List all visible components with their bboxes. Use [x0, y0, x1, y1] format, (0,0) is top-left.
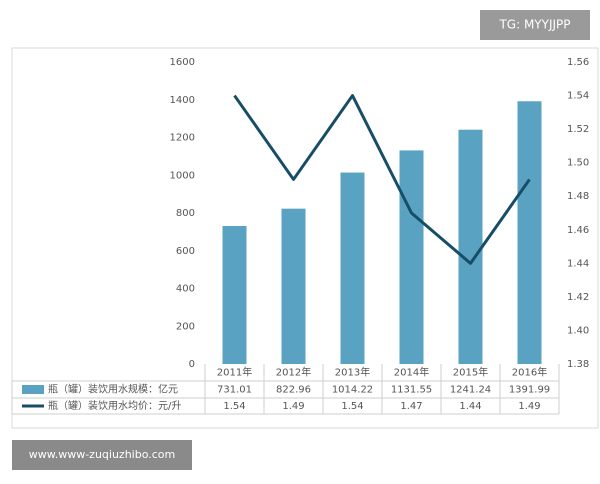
watermark-box — [12, 440, 192, 470]
y2-tick-label: 1.52 — [567, 124, 589, 135]
table-cell: 1.47 — [400, 401, 422, 412]
y-tick-label: 800 — [176, 208, 195, 219]
y2-tick-label: 1.44 — [567, 258, 589, 269]
y-tick-label: 1400 — [170, 95, 195, 106]
y-tick-label: 1000 — [170, 170, 195, 181]
legend-label: 瓶（罐）装饮用水均价：元/升 — [48, 399, 181, 412]
watermark-box — [480, 10, 590, 40]
watermark: www.www-zuqiuzhibo.com — [29, 448, 176, 461]
table-cell: 1.44 — [459, 401, 481, 412]
y2-tick-label: 1.56 — [567, 57, 589, 68]
y2-tick-label: 1.48 — [567, 191, 589, 202]
y2-tick-label: 1.40 — [567, 325, 589, 336]
bar — [458, 129, 483, 364]
x-tick-label: 2015年 — [453, 366, 488, 379]
table-cell: 1131.55 — [391, 385, 432, 396]
x-tick-label: 2014年 — [394, 366, 429, 379]
table-cell: 822.96 — [276, 385, 311, 396]
bar — [340, 172, 365, 364]
bar — [517, 101, 542, 364]
y-tick-label: 1200 — [170, 133, 195, 144]
table-cell: 1.49 — [282, 401, 304, 412]
y2-tick-label: 1.46 — [567, 225, 589, 236]
y2-tick-label: 1.38 — [567, 359, 589, 370]
bar — [281, 208, 306, 364]
y-tick-label: 0 — [189, 359, 195, 370]
y-tick-label: 600 — [176, 246, 195, 257]
table-cell: 1.54 — [223, 401, 245, 412]
x-tick-label: 2011年 — [217, 366, 252, 379]
table-cell: 1391.99 — [509, 385, 550, 396]
table-cell: 731.01 — [217, 385, 252, 396]
y2-tick-label: 1.50 — [567, 158, 589, 169]
line-series — [233, 94, 531, 265]
table-cell: 1.54 — [341, 401, 363, 412]
table-cell: 1014.22 — [332, 385, 373, 396]
x-tick-label: 2016年 — [512, 366, 547, 379]
y-tick-label: 1600 — [170, 57, 195, 68]
y-tick-label: 200 — [176, 321, 195, 332]
table-cell: 1241.24 — [450, 385, 491, 396]
table-cell: 1.49 — [518, 401, 540, 412]
y2-tick-label: 1.54 — [567, 91, 589, 102]
x-tick-label: 2013年 — [335, 366, 370, 379]
y-tick-label: 400 — [176, 284, 195, 295]
watermark: TG: MYYJJPP — [498, 18, 570, 32]
legend-label: 瓶（罐）装饮用水规模：亿元 — [48, 383, 178, 396]
legend-swatch — [22, 385, 44, 394]
x-tick-label: 2012年 — [276, 366, 311, 379]
bar — [399, 150, 424, 364]
y2-tick-label: 1.42 — [567, 292, 589, 303]
bar — [222, 226, 247, 364]
